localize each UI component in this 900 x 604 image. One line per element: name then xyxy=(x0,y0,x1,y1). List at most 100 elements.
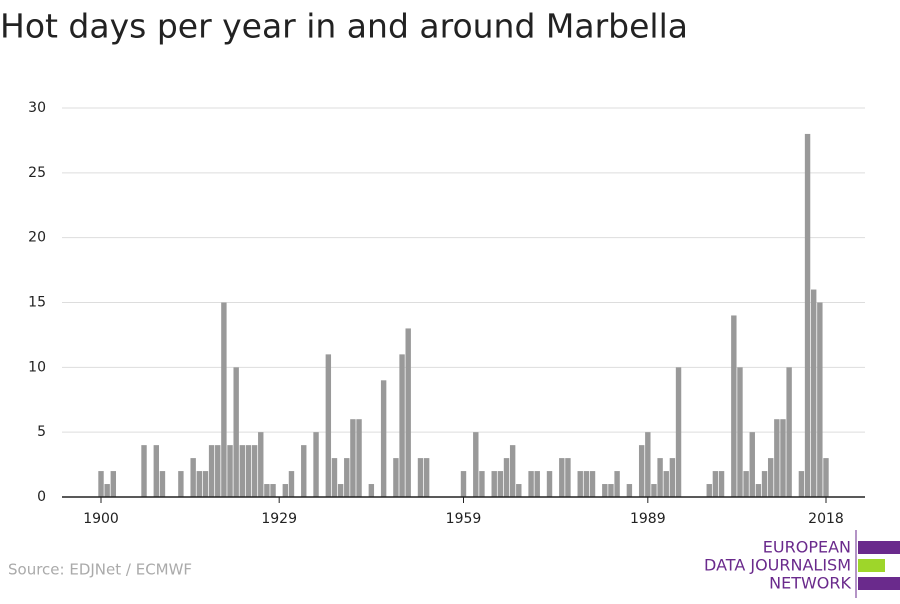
y-tick-label: 5 xyxy=(37,424,46,440)
y-tick-label: 15 xyxy=(28,295,46,311)
bar xyxy=(233,367,239,497)
logo: EUROPEAN DATA JOURNALISM NETWORK xyxy=(704,530,900,598)
bar xyxy=(503,458,510,497)
logo-text: DATA JOURNALISM xyxy=(704,556,851,575)
bar xyxy=(301,445,307,497)
logo-bar xyxy=(858,541,900,554)
bar xyxy=(221,302,227,497)
bar xyxy=(626,484,633,497)
bar xyxy=(190,458,196,497)
logo-text: EUROPEAN xyxy=(763,538,851,557)
y-tick-label: 25 xyxy=(28,165,46,181)
bar xyxy=(731,315,737,497)
logo-bar xyxy=(858,559,885,572)
bar xyxy=(823,458,829,497)
bar xyxy=(423,458,430,497)
bar xyxy=(368,484,375,497)
bar xyxy=(712,471,719,497)
bar xyxy=(417,458,424,497)
x-tick-label: 1959 xyxy=(446,511,482,527)
bar xyxy=(313,432,319,497)
bar xyxy=(810,289,817,497)
bar xyxy=(350,419,356,497)
bar xyxy=(202,471,209,497)
bar xyxy=(356,419,362,497)
bar xyxy=(325,354,332,497)
bar xyxy=(755,484,762,497)
bar xyxy=(589,471,596,497)
bar xyxy=(509,445,516,497)
bar xyxy=(270,484,276,497)
bar xyxy=(245,445,252,497)
y-tick-label: 0 xyxy=(37,489,46,505)
bar xyxy=(239,445,246,497)
bar xyxy=(534,471,540,497)
bar xyxy=(737,367,743,497)
bar xyxy=(153,445,160,497)
bar xyxy=(663,471,669,497)
bar xyxy=(516,484,522,497)
bar xyxy=(393,458,399,497)
x-tick-label: 1929 xyxy=(261,511,297,527)
bar xyxy=(614,471,620,497)
bar xyxy=(706,484,712,497)
bar xyxy=(565,458,571,497)
bar xyxy=(780,419,786,497)
bar xyxy=(344,458,350,497)
x-tick-label: 1900 xyxy=(83,511,119,527)
x-tick-label: 1989 xyxy=(630,511,666,527)
bar xyxy=(104,484,110,497)
bar xyxy=(645,432,651,497)
bar xyxy=(337,484,344,497)
bar xyxy=(546,471,553,497)
bar xyxy=(288,471,295,497)
bar xyxy=(251,445,258,497)
bar xyxy=(491,471,497,497)
bar xyxy=(804,133,811,497)
bar xyxy=(761,471,768,497)
bar xyxy=(215,445,221,497)
bar xyxy=(98,471,104,497)
bar xyxy=(208,445,215,497)
bar xyxy=(718,471,725,497)
bar xyxy=(528,471,534,497)
bar xyxy=(380,380,387,497)
bar xyxy=(399,354,405,497)
bar xyxy=(110,471,117,497)
x-tick-label: 2018 xyxy=(808,511,844,527)
source: Source: EDJNet / ECMWF xyxy=(8,561,192,579)
bar xyxy=(638,445,645,497)
bar xyxy=(675,367,682,497)
bar xyxy=(774,419,780,497)
bar xyxy=(669,458,676,497)
bar xyxy=(282,484,289,497)
logo-bar xyxy=(858,577,900,590)
bar xyxy=(264,484,270,497)
bar xyxy=(798,471,805,497)
bar xyxy=(178,471,184,497)
bar xyxy=(749,432,755,497)
bar xyxy=(602,484,608,497)
bar xyxy=(651,484,657,497)
logo-text: NETWORK xyxy=(769,574,851,593)
bar xyxy=(227,445,233,497)
y-tick-label: 20 xyxy=(28,230,46,246)
bar xyxy=(767,458,774,497)
bar xyxy=(331,458,338,497)
bar xyxy=(657,458,663,497)
bar xyxy=(473,432,479,497)
bar xyxy=(559,458,565,497)
bar xyxy=(141,445,147,497)
bar xyxy=(258,432,264,497)
bar xyxy=(608,484,614,497)
y-tick-label: 10 xyxy=(28,359,46,375)
y-tick-label: 30 xyxy=(28,100,46,116)
bar xyxy=(817,302,823,497)
bar xyxy=(577,471,583,497)
bar xyxy=(479,471,485,497)
chart-title: Hot days per year in and around Marbella xyxy=(0,7,688,46)
bar xyxy=(786,367,792,497)
bar xyxy=(460,471,467,497)
bar xyxy=(405,328,411,497)
